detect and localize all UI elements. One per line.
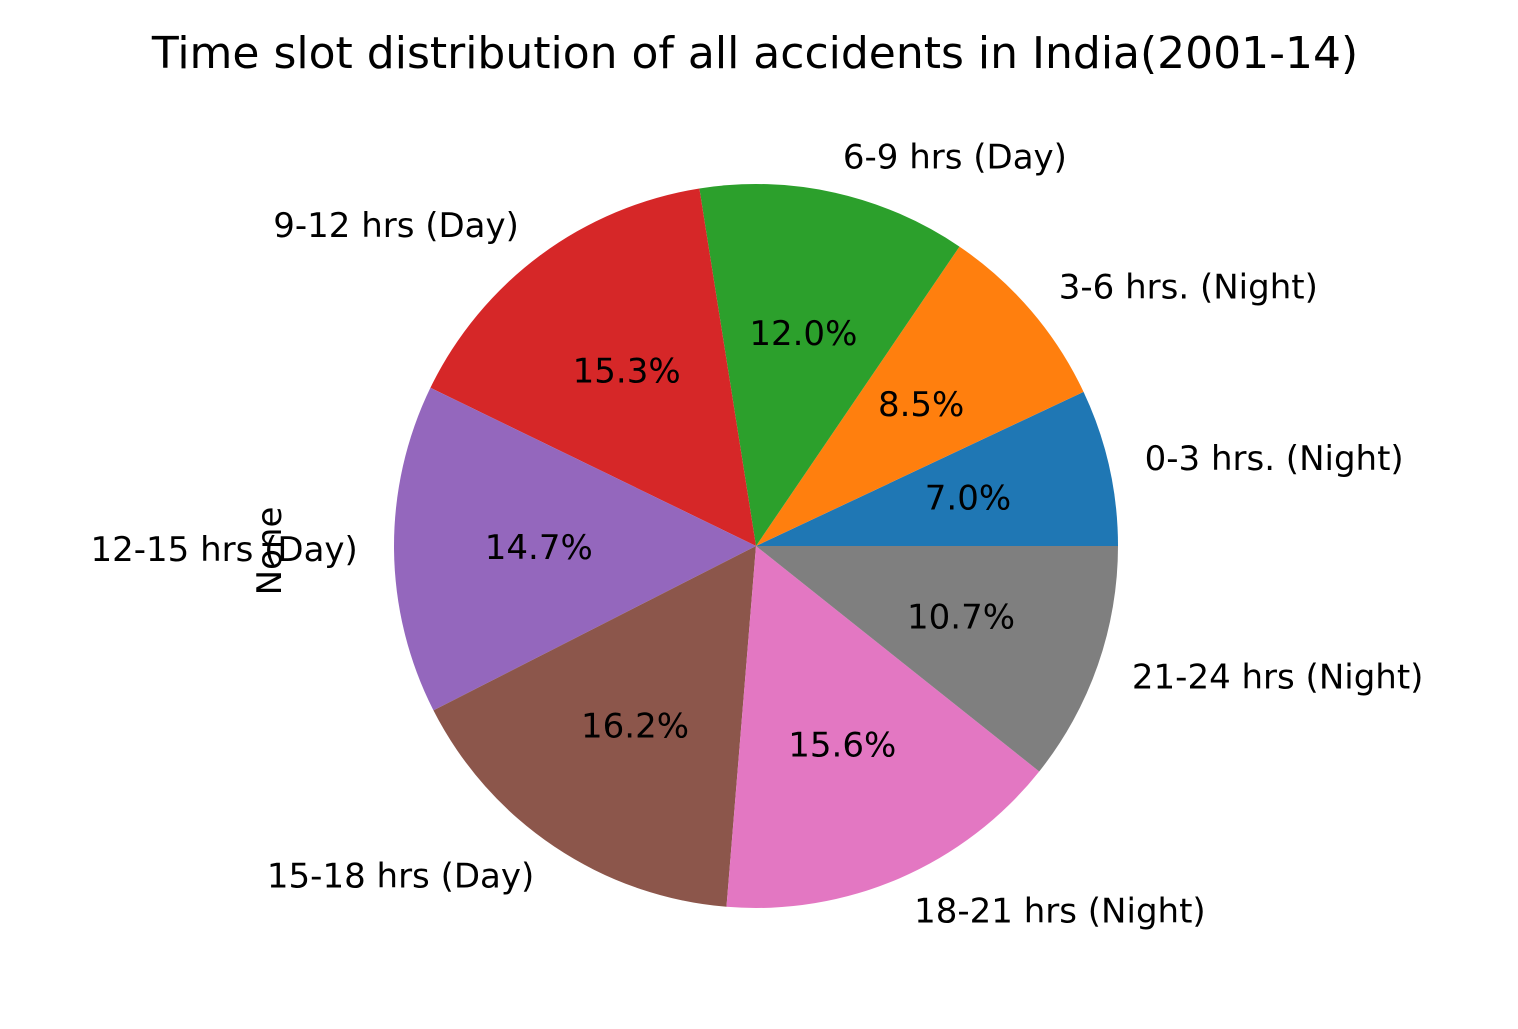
pie-category-label: 21-24 hrs (Night) <box>1132 657 1424 697</box>
pie-category-label: 15-18 hrs (Day) <box>267 857 534 897</box>
pie-slice-0-3-hrs-night <box>756 391 1118 546</box>
pie-category-labels: 0-3 hrs. (Night) 3-6 hrs. (Night) 6-9 hrs … <box>90 137 1423 931</box>
pie-slice-9-12-hrs-day <box>430 188 756 546</box>
pie-slice-21-24-hrs-night <box>756 546 1119 772</box>
pie-slice-12-15-hrs-day <box>394 387 756 711</box>
pie-percent-label: 10.7% <box>907 598 1015 638</box>
pie-percent-label: 16.2% <box>581 706 689 746</box>
pie-category-label: 9-12 hrs (Day) <box>273 206 519 246</box>
y-axis-label: None <box>250 507 290 596</box>
pie-category-label: 0-3 hrs. (Night) <box>1145 439 1404 479</box>
pie-category-label: 6-9 hrs (Day) <box>843 137 1067 177</box>
pie-percent-labels: 7.0% 8.5% 12.0% 15.3% 14.7% 16.2% 15.6% 10.7% <box>485 314 1015 765</box>
pie-category-label: 18-21 hrs (Night) <box>914 891 1206 931</box>
pie-slice-18-21-hrs-night <box>726 546 1040 908</box>
pie-category-label: 3-6 hrs. (Night) <box>1059 267 1318 307</box>
pie-percent-label: 12.0% <box>749 314 857 354</box>
pie-percent-label: 8.5% <box>878 385 964 425</box>
chart-title: Time slot distribution of all accidents … <box>151 28 1358 79</box>
pie-slice-3-6-hrs-night <box>756 246 1084 546</box>
pie-category-label: 12-15 hrs (Day) <box>90 530 357 570</box>
pie-percent-label: 15.3% <box>573 351 681 391</box>
pie-percent-label: 15.6% <box>788 725 896 765</box>
pie-percent-label: 14.7% <box>485 528 593 568</box>
pie-slice-6-9-hrs-day <box>699 184 960 546</box>
pie-percent-label: 7.0% <box>925 479 1011 519</box>
pie-slices <box>394 184 1119 908</box>
pie-slice-15-18-hrs-day <box>433 546 756 907</box>
